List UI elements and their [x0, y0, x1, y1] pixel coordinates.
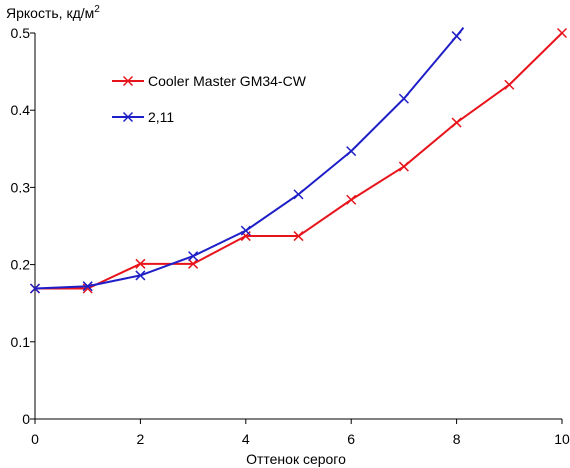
data-point-marker — [451, 117, 462, 128]
y-ticks: 0 0.1 0.2 0.3 0.4 0.5 — [11, 25, 35, 427]
data-point-marker — [122, 111, 134, 123]
data-point-marker — [82, 281, 93, 292]
y-tick-label: 0.3 — [11, 179, 31, 195]
data-point-marker — [135, 258, 146, 269]
data-point-marker — [346, 146, 357, 157]
x-axis-title: Оттенок серого — [246, 451, 346, 467]
data-point-marker — [398, 161, 409, 172]
x-tick-label: 4 — [242, 431, 250, 447]
data-point-marker — [293, 189, 304, 200]
data-point-marker — [398, 93, 409, 104]
series-layer — [29, 26, 568, 294]
data-point-marker — [346, 194, 357, 205]
x-tick-label: 0 — [31, 431, 39, 447]
data-point-marker — [135, 270, 146, 281]
y-axis-title: Яркость, кд/м2 — [6, 4, 100, 21]
legend-label: Cooler Master GM34-CW — [148, 73, 307, 89]
x-tick-label: 2 — [137, 431, 145, 447]
data-point-marker — [29, 283, 41, 294]
data-point-marker — [504, 79, 515, 90]
data-point-marker — [451, 31, 462, 42]
y-tick-label: 0 — [22, 411, 30, 427]
data-point-marker — [122, 75, 134, 87]
y-axis-title-superscript: 2 — [94, 4, 100, 15]
series-line — [35, 32, 563, 290]
data-point-marker — [556, 27, 568, 39]
y-axis-title-text: Яркость, кд/м — [6, 5, 94, 21]
y-tick-label: 0.4 — [11, 102, 31, 118]
legend-item: Cooler Master GM34-CW — [112, 73, 307, 89]
y-tick-label: 0.1 — [11, 334, 31, 350]
y-tick-label: 0.5 — [11, 25, 31, 41]
series-2 — [29, 26, 465, 294]
legend: Cooler Master GM34-CW 2,11 — [112, 73, 307, 125]
data-point-marker — [240, 225, 251, 236]
x-ticks: 0 2 4 6 8 10 — [31, 419, 570, 447]
x-tick-label: 8 — [453, 431, 461, 447]
data-point-marker — [188, 258, 199, 269]
series-line — [34, 26, 465, 290]
y-tick-label: 0.2 — [11, 257, 31, 273]
x-tick-label: 10 — [554, 431, 570, 447]
series-1 — [29, 27, 568, 294]
legend-item: 2,11 — [112, 109, 174, 125]
x-tick-label: 6 — [347, 431, 355, 447]
data-point-marker — [293, 231, 304, 242]
data-point-marker — [188, 251, 199, 262]
legend-label: 2,11 — [148, 109, 174, 125]
axes — [34, 33, 562, 420]
